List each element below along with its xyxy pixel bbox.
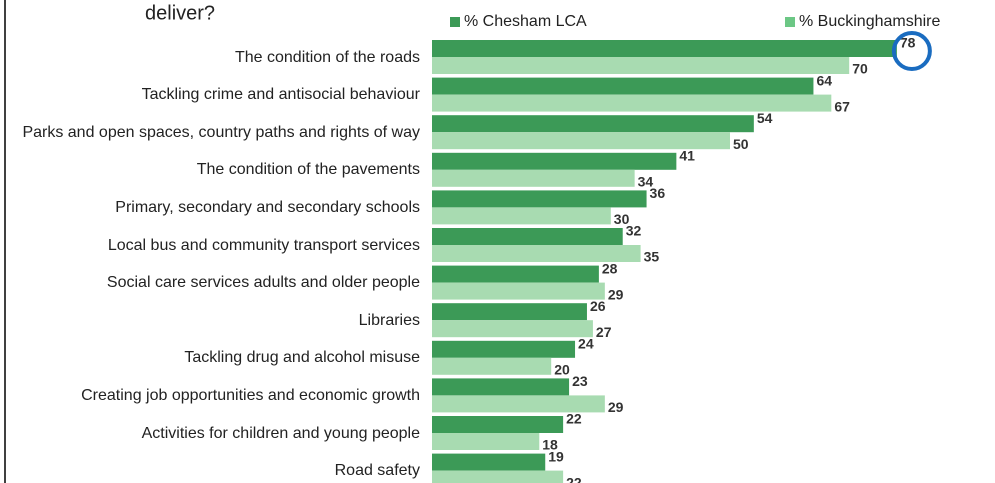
- bar: [432, 245, 641, 262]
- bar: [432, 57, 850, 74]
- category-text: Libraries: [358, 311, 420, 329]
- category-text: Activities for children and young people: [141, 424, 420, 442]
- bar: [432, 152, 677, 170]
- category-label: Tackling drug and alcohol misuse: [2, 340, 420, 376]
- category-label: Road safety: [2, 453, 420, 483]
- highlight-circle: [891, 31, 932, 71]
- category-text: Primary, secondary and secondary schools: [115, 198, 420, 216]
- bar: [432, 228, 623, 245]
- category-text: Parks and open spaces, country paths and…: [22, 123, 420, 141]
- category-label: The condition of the roads: [2, 39, 420, 75]
- bar: [432, 115, 754, 133]
- value-label: 18: [542, 437, 558, 453]
- category-label: Tackling crime and antisocial behaviour: [2, 77, 420, 113]
- value-label: 36: [650, 185, 666, 201]
- value-label: 50: [733, 136, 749, 152]
- value-label: 28: [602, 260, 618, 276]
- category-text: The condition of the roads: [234, 48, 420, 66]
- category-text: Creating job opportunities and economic …: [81, 386, 420, 404]
- bar: [432, 395, 605, 413]
- category-label: Primary, secondary and secondary schools: [2, 189, 420, 225]
- bar: [432, 378, 570, 396]
- bar: [432, 357, 552, 375]
- bar: [432, 282, 605, 300]
- value-label: 67: [834, 98, 850, 114]
- value-label: 27: [596, 324, 612, 340]
- bar: [432, 303, 587, 321]
- value-label: 64: [816, 72, 832, 88]
- bar: [432, 132, 730, 150]
- category-text: Social care services adults and older pe…: [106, 274, 420, 292]
- category-text: The condition of the pavements: [196, 161, 420, 179]
- category-text: Tackling drug and alcohol misuse: [184, 349, 420, 367]
- bar: [432, 265, 599, 283]
- bar: [432, 340, 576, 358]
- category-label: Creating job opportunities and economic …: [2, 377, 420, 413]
- bar: [432, 320, 593, 338]
- value-label: 20: [554, 362, 570, 378]
- value-label: 23: [572, 373, 588, 389]
- value-label: 29: [608, 399, 624, 415]
- legend-swatch: [450, 17, 460, 27]
- category-label: Activities for children and young people: [2, 415, 420, 451]
- chart-title: deliver?: [145, 2, 215, 24]
- value-label: 30: [614, 211, 630, 227]
- value-label: 54: [757, 110, 773, 126]
- value-label: 34: [638, 174, 654, 190]
- category-text: Local bus and community transport servic…: [107, 236, 420, 254]
- bar: [432, 433, 540, 450]
- value-label: 29: [608, 286, 624, 302]
- category-label: Social care services adults and older pe…: [2, 265, 420, 301]
- category-text: Road safety: [334, 462, 420, 480]
- legend-label: % Chesham LCA: [464, 13, 587, 30]
- legend-swatch: [785, 17, 795, 27]
- value-label: 19: [548, 448, 564, 464]
- value-label: 78: [900, 35, 916, 51]
- bar: [432, 470, 564, 483]
- value-label: 70: [852, 61, 868, 77]
- value-label: 41: [679, 148, 695, 164]
- bar: [432, 169, 635, 187]
- legend-label: % Buckinghamshire: [799, 13, 941, 30]
- value-label: 24: [578, 336, 594, 352]
- bar: [432, 207, 611, 225]
- bar: [432, 416, 564, 433]
- value-label: 22: [566, 474, 582, 483]
- value-label: 22: [566, 411, 582, 427]
- bar: [432, 94, 832, 112]
- value-label: 35: [644, 249, 660, 265]
- category-text: Tackling crime and antisocial behaviour: [141, 86, 420, 104]
- category-label: Libraries: [2, 302, 420, 338]
- category-label: The condition of the pavements: [2, 152, 420, 188]
- bar: [432, 77, 814, 95]
- value-label: 32: [626, 223, 642, 239]
- bar: [432, 453, 546, 471]
- bar: [432, 40, 897, 57]
- bar: [432, 190, 647, 208]
- value-label: 26: [590, 298, 606, 314]
- category-label: Local bus and community transport servic…: [2, 227, 420, 263]
- category-label: Parks and open spaces, country paths and…: [2, 114, 420, 150]
